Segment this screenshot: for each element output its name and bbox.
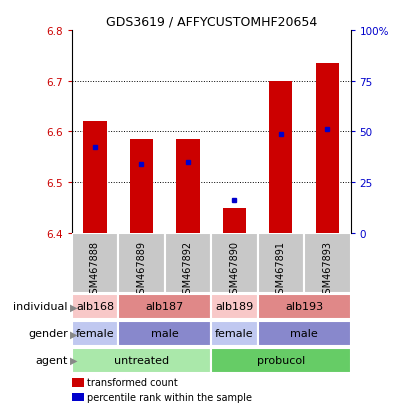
Title: GDS3619 / AFFYCUSTOMHF20654: GDS3619 / AFFYCUSTOMHF20654 — [105, 15, 316, 28]
Bar — [211, 294, 257, 319]
Text: GSM467890: GSM467890 — [229, 240, 239, 299]
Text: alb189: alb189 — [215, 301, 253, 312]
Bar — [72, 393, 84, 401]
Bar — [176, 140, 199, 233]
Text: transformed count: transformed count — [87, 377, 178, 387]
Bar — [164, 233, 211, 293]
Bar — [269, 81, 292, 233]
Text: individual: individual — [13, 301, 67, 312]
Bar — [315, 64, 338, 233]
Text: gender: gender — [28, 328, 67, 339]
Bar — [222, 208, 245, 233]
Bar — [72, 294, 118, 319]
Bar — [118, 294, 211, 319]
Bar — [72, 348, 211, 373]
Text: agent: agent — [35, 355, 67, 366]
Bar — [211, 233, 257, 293]
Bar — [72, 233, 118, 293]
Text: alb193: alb193 — [284, 301, 322, 312]
Bar — [118, 321, 211, 346]
Text: GSM467888: GSM467888 — [90, 240, 100, 299]
Text: untreated: untreated — [114, 355, 169, 366]
Text: female: female — [215, 328, 253, 339]
Text: GSM467892: GSM467892 — [182, 240, 193, 299]
Bar — [83, 122, 106, 233]
Bar — [72, 378, 84, 387]
Bar — [211, 348, 350, 373]
Bar — [257, 294, 350, 319]
Bar — [303, 233, 350, 293]
Text: ▶: ▶ — [70, 301, 77, 312]
Text: GSM467889: GSM467889 — [136, 240, 146, 299]
Text: ▶: ▶ — [70, 328, 77, 339]
Text: GSM467893: GSM467893 — [321, 240, 332, 299]
Text: GSM467891: GSM467891 — [275, 240, 285, 299]
Bar — [211, 321, 257, 346]
Text: alb187: alb187 — [145, 301, 183, 312]
Text: alb168: alb168 — [76, 301, 114, 312]
Bar — [72, 321, 118, 346]
Text: male: male — [151, 328, 178, 339]
Text: male: male — [290, 328, 317, 339]
Bar — [257, 321, 350, 346]
Bar — [130, 140, 153, 233]
Text: ▶: ▶ — [70, 355, 77, 366]
Bar — [118, 233, 164, 293]
Text: probucol: probucol — [256, 355, 304, 366]
Bar — [257, 233, 303, 293]
Text: percentile rank within the sample: percentile rank within the sample — [87, 392, 252, 402]
Text: female: female — [76, 328, 114, 339]
